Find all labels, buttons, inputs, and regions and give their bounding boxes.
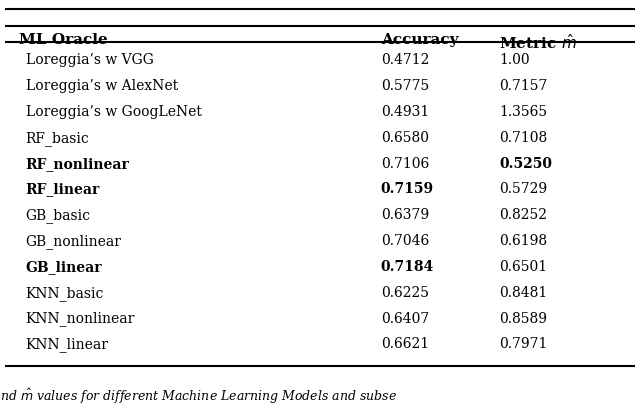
Text: 0.7108: 0.7108 bbox=[499, 130, 547, 144]
Text: RF_nonlinear: RF_nonlinear bbox=[26, 156, 129, 170]
Text: KNN_basic: KNN_basic bbox=[26, 285, 104, 300]
Text: 0.7184: 0.7184 bbox=[381, 259, 434, 273]
Text: 0.7971: 0.7971 bbox=[499, 337, 548, 351]
Text: 0.6225: 0.6225 bbox=[381, 285, 429, 299]
Text: KNN_linear: KNN_linear bbox=[26, 337, 109, 351]
Text: 0.8481: 0.8481 bbox=[499, 285, 547, 299]
Text: nd $\hat{m}$ values for different Machine Learning Models and subse: nd $\hat{m}$ values for different Machin… bbox=[0, 386, 397, 405]
Text: 0.7106: 0.7106 bbox=[381, 156, 429, 170]
Text: 0.6198: 0.6198 bbox=[499, 234, 547, 247]
Text: GB_linear: GB_linear bbox=[26, 259, 102, 273]
Text: 0.7159: 0.7159 bbox=[381, 182, 434, 196]
Text: Accuracy: Accuracy bbox=[381, 33, 458, 47]
Text: 0.6621: 0.6621 bbox=[381, 337, 429, 351]
Text: 0.6407: 0.6407 bbox=[381, 311, 429, 325]
Text: 1.3565: 1.3565 bbox=[499, 105, 547, 119]
Text: 0.7157: 0.7157 bbox=[499, 79, 548, 93]
Text: Metric $\hat{m}$: Metric $\hat{m}$ bbox=[499, 33, 577, 52]
Text: 0.8589: 0.8589 bbox=[499, 311, 547, 325]
Text: 0.5250: 0.5250 bbox=[499, 156, 552, 170]
Text: RF_basic: RF_basic bbox=[26, 130, 90, 145]
Text: ML Oracle: ML Oracle bbox=[19, 33, 108, 47]
Text: 1.00: 1.00 bbox=[499, 53, 530, 67]
Text: 0.5729: 0.5729 bbox=[499, 182, 547, 196]
Text: 0.6501: 0.6501 bbox=[499, 259, 547, 273]
Text: 0.6379: 0.6379 bbox=[381, 208, 429, 222]
Text: Loreggia’s w VGG: Loreggia’s w VGG bbox=[26, 53, 154, 67]
Text: KNN_nonlinear: KNN_nonlinear bbox=[26, 311, 135, 326]
Text: RF_linear: RF_linear bbox=[26, 182, 100, 196]
Text: 0.8252: 0.8252 bbox=[499, 208, 547, 222]
Text: GB_nonlinear: GB_nonlinear bbox=[26, 234, 122, 248]
Text: 0.4931: 0.4931 bbox=[381, 105, 429, 119]
Text: Loreggia’s w GoogLeNet: Loreggia’s w GoogLeNet bbox=[26, 105, 202, 119]
Text: GB_basic: GB_basic bbox=[26, 208, 91, 222]
Text: Loreggia’s w AlexNet: Loreggia’s w AlexNet bbox=[26, 79, 178, 93]
Text: 0.6580: 0.6580 bbox=[381, 130, 429, 144]
Text: 0.5775: 0.5775 bbox=[381, 79, 429, 93]
Text: 0.4712: 0.4712 bbox=[381, 53, 429, 67]
Text: 0.7046: 0.7046 bbox=[381, 234, 429, 247]
